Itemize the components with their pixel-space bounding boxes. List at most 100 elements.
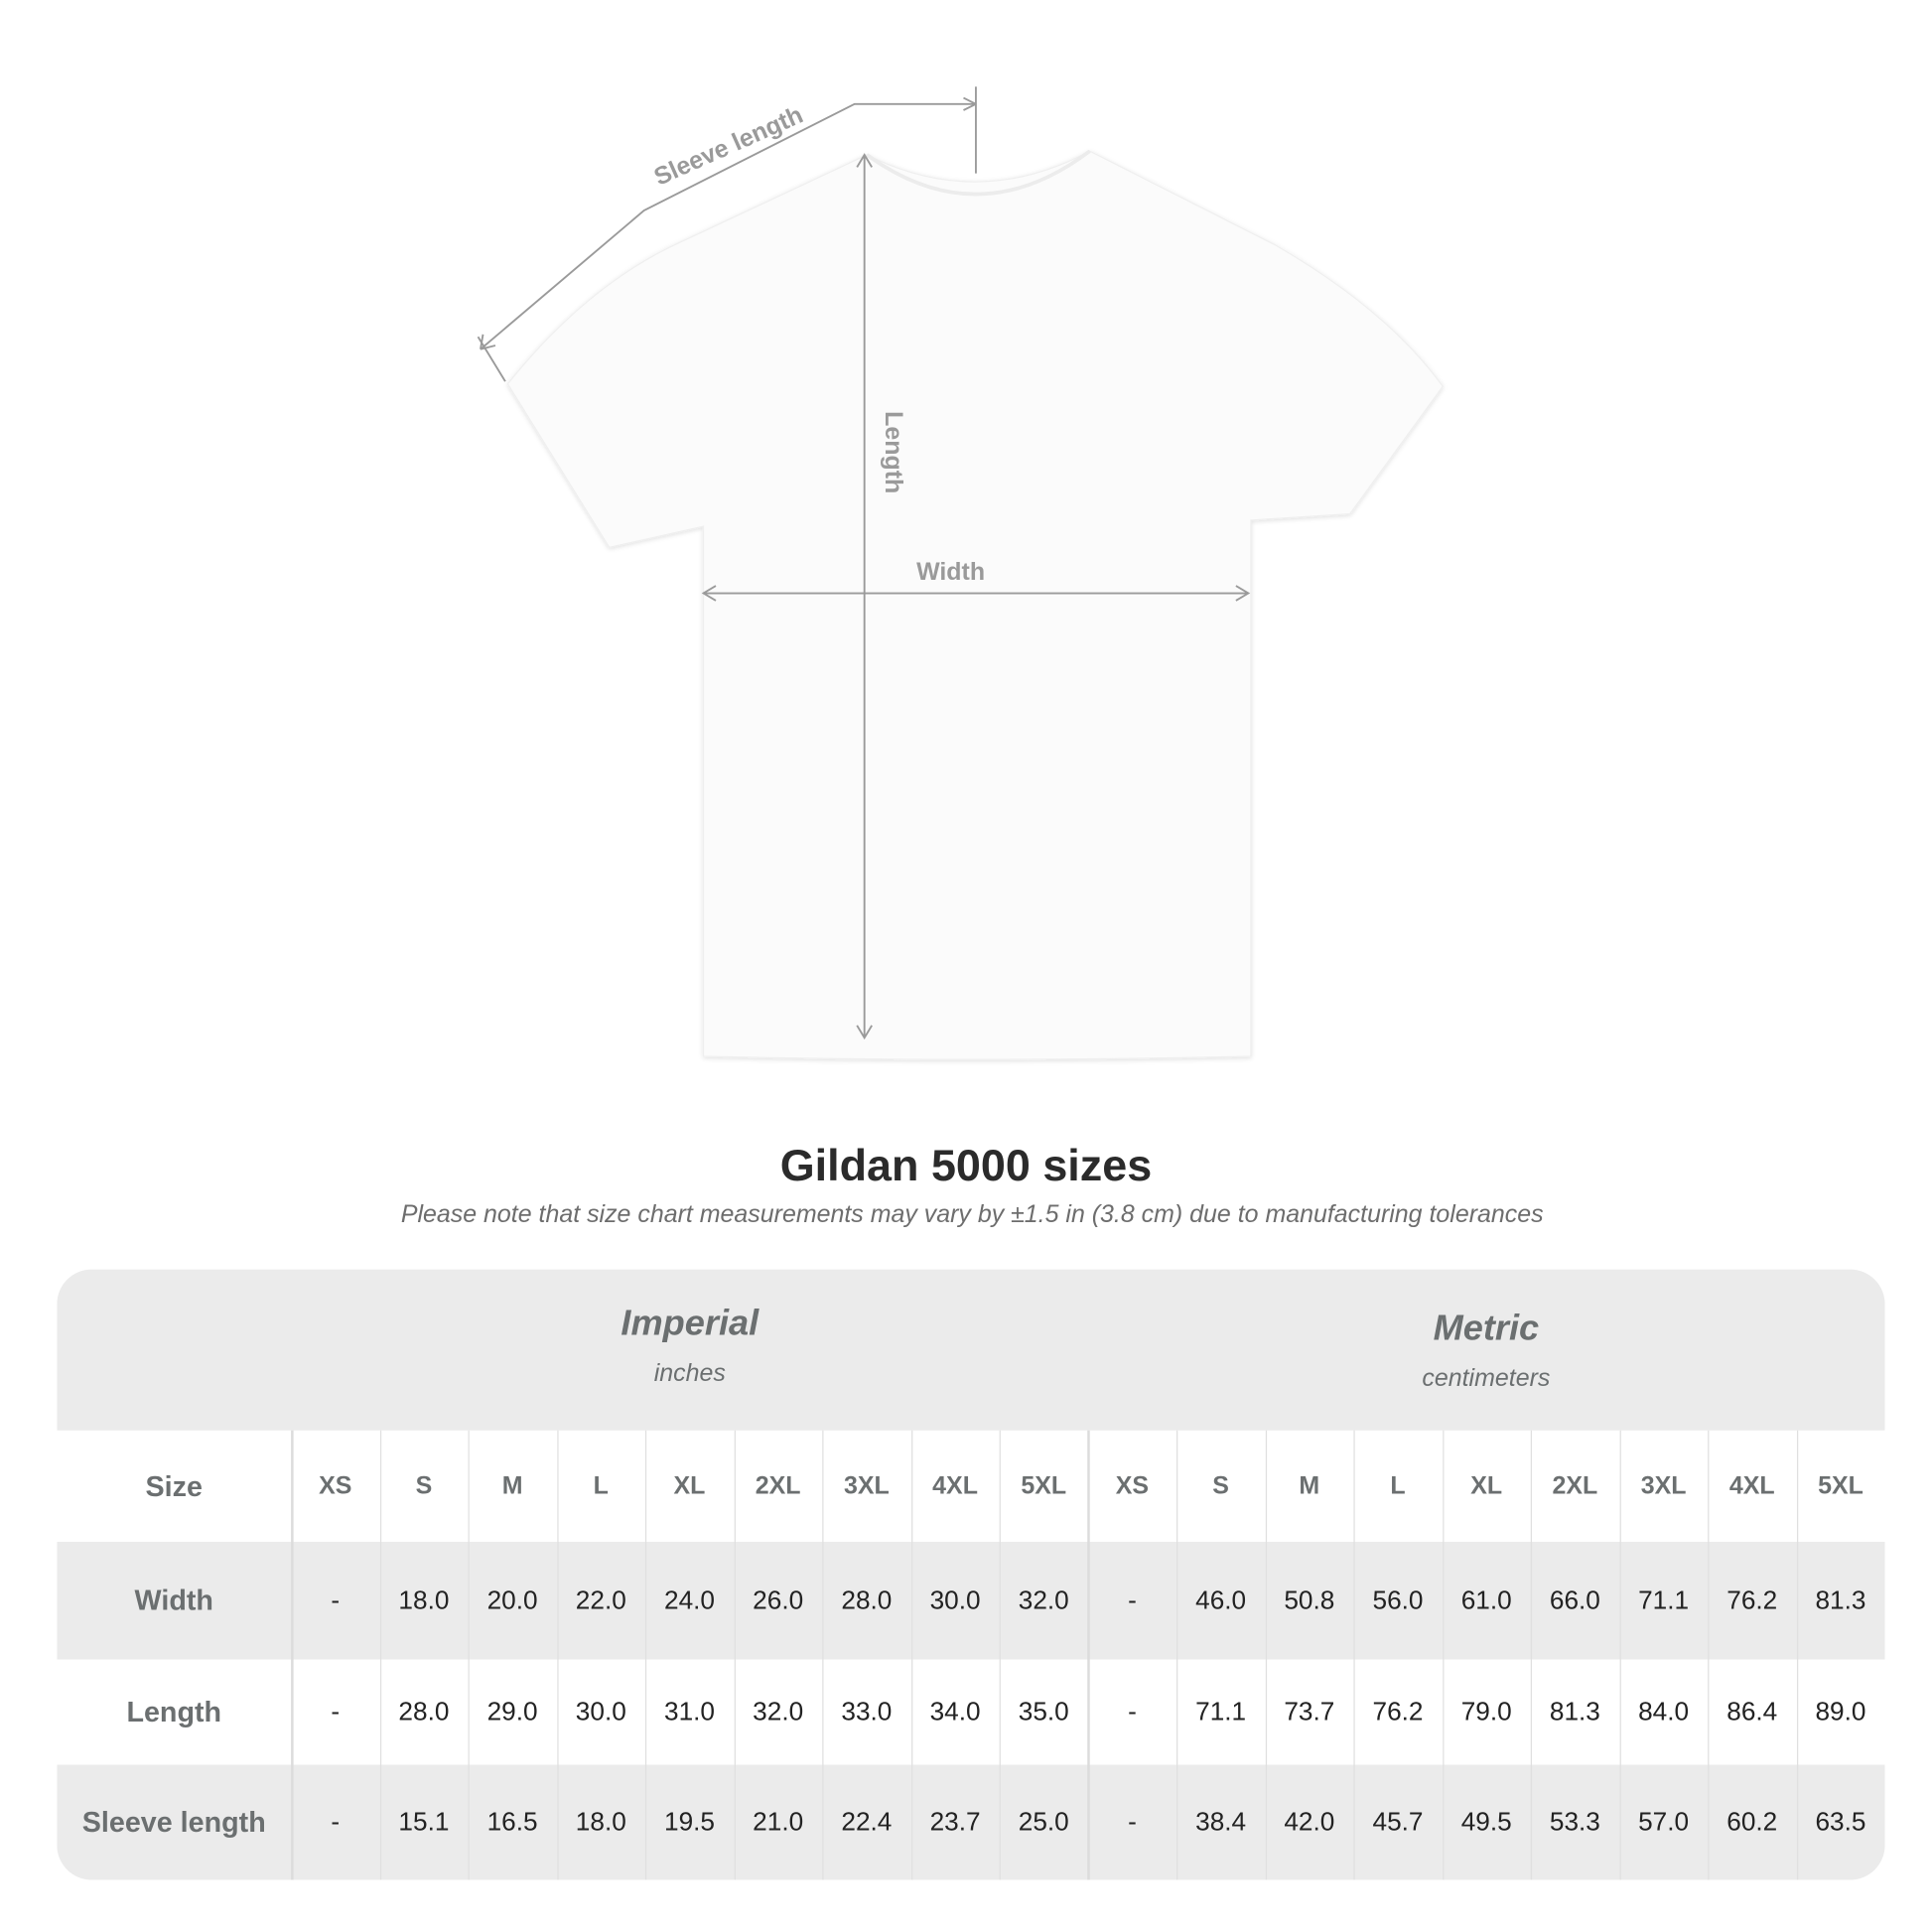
size-header: XL <box>673 1471 706 1499</box>
column-divider <box>1265 1430 1267 1880</box>
table-cell: 16.5 <box>486 1807 538 1837</box>
size-header: 4XL <box>1728 1471 1775 1499</box>
size-header: 5XL <box>1021 1471 1067 1499</box>
column-divider <box>822 1430 824 1880</box>
table-cell: 61.0 <box>1460 1586 1512 1614</box>
column-divider <box>734 1430 736 1880</box>
size-header: 2XL <box>1552 1471 1598 1499</box>
table-cell: 32.0 <box>753 1697 804 1726</box>
table-cell: 57.0 <box>1638 1807 1690 1837</box>
imperial-header: Imperial inches <box>621 1304 759 1388</box>
tolerance-note: Please note that size chart measurements… <box>400 1200 1544 1229</box>
column-divider <box>910 1430 912 1880</box>
table-cell: - <box>1128 1697 1137 1726</box>
row-label: Width <box>134 1584 213 1616</box>
page-title: Gildan 5000 sizes <box>779 1139 1153 1190</box>
sleeve-length-label: Sleeve length <box>650 101 807 192</box>
table-cell: 15.1 <box>398 1807 450 1837</box>
table-cell: 60.2 <box>1726 1807 1778 1837</box>
table-cell: 18.0 <box>575 1807 626 1837</box>
column-divider <box>468 1430 470 1880</box>
table-cell: 24.0 <box>663 1586 715 1614</box>
column-divider <box>379 1430 381 1880</box>
size-header: S <box>415 1471 433 1499</box>
size-header: M <box>501 1471 523 1499</box>
table-cell: 49.5 <box>1460 1807 1512 1837</box>
metric-header: Metric centimeters <box>1422 1309 1551 1393</box>
table-cell: 81.3 <box>1549 1697 1600 1726</box>
column-divider <box>1442 1430 1444 1880</box>
table-cell: 19.5 <box>663 1807 715 1837</box>
table-cell: 53.3 <box>1549 1807 1600 1837</box>
sleeve-measure-line <box>480 102 976 350</box>
table-cell: 28.0 <box>841 1586 893 1614</box>
table-cell: 35.0 <box>1018 1697 1069 1726</box>
table-cell: 71.1 <box>1195 1697 1247 1726</box>
table-cell: 50.8 <box>1284 1586 1335 1614</box>
size-header: S <box>1212 1471 1229 1499</box>
table-cell: 22.0 <box>575 1586 626 1614</box>
column-divider <box>1796 1430 1798 1880</box>
table-cell: 34.0 <box>929 1697 981 1726</box>
length-label: Length <box>880 411 907 493</box>
table-cell: 46.0 <box>1195 1586 1247 1614</box>
table-cell: - <box>331 1807 341 1837</box>
table-cell: 18.0 <box>398 1586 450 1614</box>
column-divider <box>1618 1430 1621 1880</box>
tshirt-shape <box>506 150 1444 1060</box>
column-divider <box>644 1430 647 1880</box>
size-header: XS <box>1115 1471 1150 1499</box>
table-cell: 30.0 <box>929 1586 981 1614</box>
size-header: 4XL <box>932 1471 978 1499</box>
size-header: M <box>1299 1471 1320 1499</box>
table-cell: 25.0 <box>1018 1807 1069 1837</box>
width-label: Width <box>916 558 985 586</box>
size-table: Imperial inches Metric centimeters Size X… <box>57 1269 1885 1880</box>
table-cell: 45.7 <box>1372 1807 1424 1837</box>
table-cell: 31.0 <box>663 1697 715 1726</box>
size-header-label: Size <box>145 1469 203 1502</box>
column-divider <box>1708 1430 1710 1880</box>
size-header: L <box>1390 1471 1406 1499</box>
row-label: Sleeve length <box>81 1805 266 1839</box>
table-cell: 76.2 <box>1726 1586 1778 1614</box>
table-cell: 76.2 <box>1372 1697 1424 1726</box>
table-cell: 79.0 <box>1460 1697 1512 1726</box>
table-cell: 21.0 <box>753 1807 804 1837</box>
column-divider <box>556 1430 558 1880</box>
table-cell: - <box>1128 1586 1137 1614</box>
column-divider <box>999 1430 1001 1880</box>
table-cell: 71.1 <box>1638 1586 1690 1614</box>
size-header: 2XL <box>755 1471 801 1499</box>
table-cell: 38.4 <box>1195 1807 1247 1837</box>
table-cell: 81.3 <box>1815 1586 1866 1614</box>
size-header: L <box>593 1471 609 1499</box>
table-cell: 30.0 <box>575 1697 626 1726</box>
tshirt-diagram: Sleeve length Length Width <box>477 86 1444 1060</box>
table-cell: 42.0 <box>1284 1807 1335 1837</box>
table-cell: 33.0 <box>841 1697 893 1726</box>
table-cell: 56.0 <box>1372 1586 1424 1614</box>
column-divider <box>1353 1430 1355 1880</box>
table-cell: 23.7 <box>929 1807 981 1837</box>
column-divider <box>1530 1430 1533 1880</box>
size-header: 5XL <box>1818 1471 1863 1499</box>
length-measure-line <box>856 153 873 1040</box>
width-measure-line <box>701 585 1251 602</box>
table-cell: 22.4 <box>841 1807 893 1837</box>
table-cell: - <box>1128 1807 1137 1837</box>
row-label: Length <box>126 1695 222 1728</box>
column-divider <box>1176 1430 1178 1880</box>
table-cell: - <box>331 1697 341 1726</box>
size-header: XS <box>319 1471 352 1499</box>
size-header: 3XL <box>1640 1471 1687 1499</box>
table-cell: 20.0 <box>486 1586 538 1614</box>
table-cell: 63.5 <box>1815 1807 1866 1837</box>
table-cell: 84.0 <box>1638 1697 1690 1726</box>
size-header: 3XL <box>843 1471 890 1499</box>
size-header: XL <box>1470 1471 1503 1499</box>
table-cell: - <box>331 1586 341 1614</box>
table-cell: 89.0 <box>1815 1697 1866 1726</box>
table-cell: 86.4 <box>1726 1697 1778 1726</box>
table-cell: 26.0 <box>753 1586 804 1614</box>
